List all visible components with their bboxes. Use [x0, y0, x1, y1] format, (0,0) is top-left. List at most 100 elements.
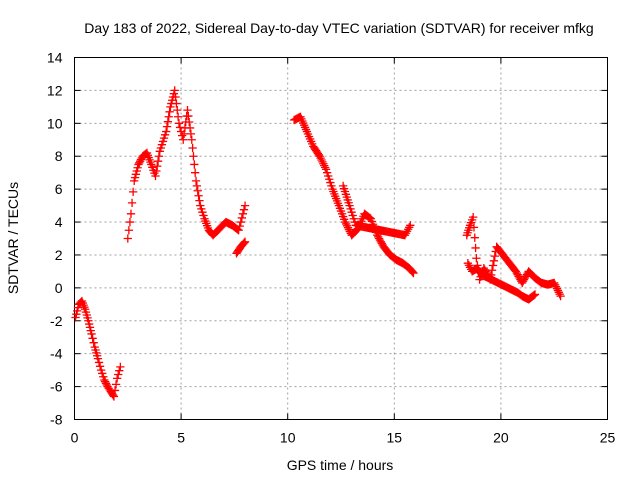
- data-point-dense: [189, 152, 198, 161]
- data-point-dense: [325, 175, 334, 184]
- data-point-dense: [239, 205, 249, 214]
- data-point-dense: [322, 168, 332, 177]
- data-point-dense: [162, 122, 172, 131]
- data-point-dense: [153, 157, 163, 166]
- data-point-dense: [185, 123, 195, 133]
- data-point: [84, 316, 93, 325]
- data-point: [151, 171, 160, 181]
- data-point-dense: [193, 186, 202, 195]
- data-point: [155, 147, 164, 156]
- data-point-dense: [101, 379, 111, 388]
- data-point-dense: [132, 166, 141, 176]
- data-point: [174, 119, 184, 128]
- data-point-dense: [529, 291, 539, 300]
- data-point-dense: [85, 319, 94, 329]
- data-point-dense: [184, 111, 193, 121]
- data-point-dense: [115, 366, 124, 375]
- data-point-dense: [488, 261, 498, 270]
- x-tick-label: 25: [600, 430, 616, 446]
- data-point: [234, 226, 243, 235]
- y-axis-label: SDTVAR / TECUs: [5, 182, 21, 294]
- y-tick-label: 6: [55, 181, 63, 197]
- data-point-dense: [88, 334, 97, 343]
- data-point-dense: [191, 168, 200, 177]
- data-point: [126, 209, 136, 218]
- x-axis-label: GPS time / hours: [287, 457, 394, 473]
- data-point-dense: [111, 380, 121, 389]
- data-point: [116, 362, 125, 371]
- data-point-dense: [171, 92, 180, 102]
- data-point: [162, 127, 171, 136]
- x-tick-label: 20: [493, 430, 509, 446]
- data-point-dense: [165, 107, 174, 116]
- data-point-dense: [153, 161, 162, 171]
- data-point-dense: [326, 178, 335, 187]
- data-point-dense: [95, 362, 105, 371]
- y-tick-label: 0: [55, 280, 63, 296]
- data-point-dense: [130, 173, 140, 182]
- data-point-dense: [85, 323, 95, 332]
- y-tick-label: 12: [47, 82, 63, 98]
- data-point-dense: [99, 372, 108, 381]
- data-point: [321, 165, 331, 174]
- data-point-dense: [349, 214, 358, 223]
- y-tick-label: -4: [50, 346, 63, 362]
- data-point-dense: [198, 208, 207, 217]
- data-point: [240, 201, 250, 210]
- data-point-dense: [152, 166, 161, 176]
- data-point-dense: [347, 208, 356, 217]
- data-point-dense: [237, 213, 247, 223]
- chart-title: Day 183 of 2022, Sidereal Day-to-day VTE…: [84, 20, 593, 36]
- data-point-dense: [86, 326, 95, 335]
- data-point-dense: [179, 129, 189, 138]
- y-tick-label: -2: [50, 313, 63, 329]
- data-point-dense: [131, 170, 141, 179]
- data-point-dense: [133, 163, 142, 172]
- data-point-dense: [469, 223, 479, 232]
- y-tick-label: 14: [47, 50, 63, 66]
- data-point: [87, 329, 96, 339]
- data-point-dense: [114, 370, 123, 379]
- data-point: [93, 354, 103, 363]
- data-points: [71, 86, 565, 401]
- x-tick-label: 0: [71, 430, 79, 446]
- data-point: [472, 254, 481, 263]
- data-point-dense: [124, 226, 134, 235]
- data-point: [240, 237, 250, 246]
- data-point: [196, 201, 205, 210]
- data-point-dense: [156, 143, 165, 153]
- data-point: [406, 221, 415, 230]
- data-point-dense: [169, 89, 179, 98]
- y-tick-label: 2: [55, 247, 63, 263]
- data-point-dense: [346, 204, 355, 214]
- y-tick-label: -8: [50, 412, 63, 428]
- data-point-dense: [94, 358, 104, 367]
- y-tick-label: 10: [47, 115, 63, 131]
- data-point: [170, 86, 179, 95]
- data-point-dense: [127, 198, 137, 207]
- data-point-dense: [72, 310, 81, 319]
- data-point-dense: [98, 369, 107, 378]
- data-point-dense: [186, 129, 196, 138]
- y-tick-label: 4: [55, 214, 63, 230]
- data-point-dense: [108, 391, 118, 400]
- data-point-dense: [172, 99, 181, 108]
- data-point-dense: [154, 152, 164, 161]
- data-point-dense: [199, 211, 208, 220]
- data-point-dense: [240, 238, 249, 247]
- data-point-dense: [348, 211, 357, 220]
- data-point: [345, 201, 354, 210]
- data-point-dense: [489, 256, 499, 265]
- data-point-dense: [408, 267, 417, 277]
- data-point: [166, 102, 175, 112]
- data-point-dense: [188, 143, 197, 153]
- data-point-dense: [185, 117, 194, 127]
- data-point-dense: [236, 217, 245, 227]
- data-point-dense: [159, 133, 169, 143]
- data-point-dense: [194, 191, 203, 200]
- data-point-dense: [173, 112, 183, 121]
- data-point-dense: [163, 117, 173, 126]
- data-point-dense: [238, 209, 248, 218]
- data-point-dense: [158, 137, 168, 146]
- data-point-dense: [195, 196, 204, 205]
